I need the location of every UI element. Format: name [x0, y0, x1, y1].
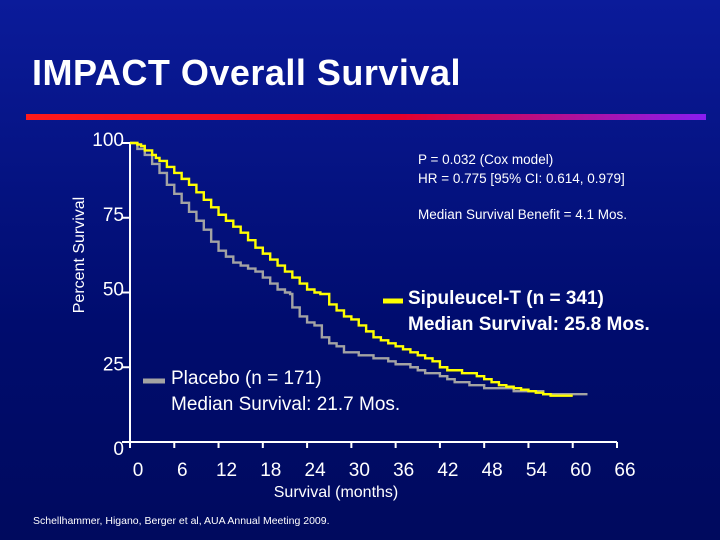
- y-tick-label: 75: [103, 205, 124, 226]
- x-tick-label: 30: [349, 460, 370, 481]
- x-tick-label: 66: [614, 460, 635, 481]
- x-axis-label: Survival (months): [273, 484, 399, 501]
- x-tick-label: 0: [133, 460, 144, 481]
- source-citation: Schellhammer, Higano, Berger et al, AUA …: [33, 515, 330, 527]
- median-benefit-text: Median Survival Benefit = 4.1 Mos.: [418, 207, 627, 222]
- placebo-label: Placebo (n = 171): [171, 368, 322, 389]
- y-axis-label: Percent Survival: [71, 196, 88, 314]
- x-tick-label: 42: [437, 460, 458, 481]
- y-tick-label: 25: [103, 354, 124, 375]
- sipuleucel-curve: [130, 141, 573, 397]
- p-value-text: P = 0.032 (Cox model): [418, 152, 554, 167]
- y-tick-label: 50: [103, 280, 124, 301]
- x-tick-label: 60: [570, 460, 591, 481]
- hazard-ratio-text: HR = 0.775 [95% CI: 0.614, 0.979]: [418, 171, 625, 186]
- x-tick-label: 18: [260, 460, 281, 481]
- placebo-median: Median Survival: 21.7 Mos.: [171, 394, 401, 415]
- x-tick-label: 48: [482, 460, 503, 481]
- sipuleucel-legend: Sipuleucel-T (n = 341) Median Survival: …: [408, 286, 678, 338]
- stats-annotation: P = 0.032 (Cox model) HR = 0.775 [95% CI…: [418, 150, 625, 188]
- x-tick-label: 36: [393, 460, 414, 481]
- placebo-legend: Placebo (n = 171) Median Survival: 21.7 …: [171, 366, 400, 418]
- sipuleucel-label: Sipuleucel-T (n = 341): [408, 288, 604, 309]
- sipuleucel-median: Median Survival: 25.8 Mos.: [408, 314, 650, 335]
- y-origin-label: 0: [113, 439, 124, 460]
- title-divider: [26, 114, 706, 120]
- x-tick-label: 54: [526, 460, 548, 481]
- x-tick-label: 12: [216, 460, 237, 481]
- x-tick-label: 24: [305, 460, 327, 481]
- page-title: IMPACT Overall Survival: [32, 52, 461, 93]
- y-tick-label: 100: [92, 130, 124, 151]
- placebo-curve: [130, 141, 588, 396]
- x-tick-label: 6: [177, 460, 188, 481]
